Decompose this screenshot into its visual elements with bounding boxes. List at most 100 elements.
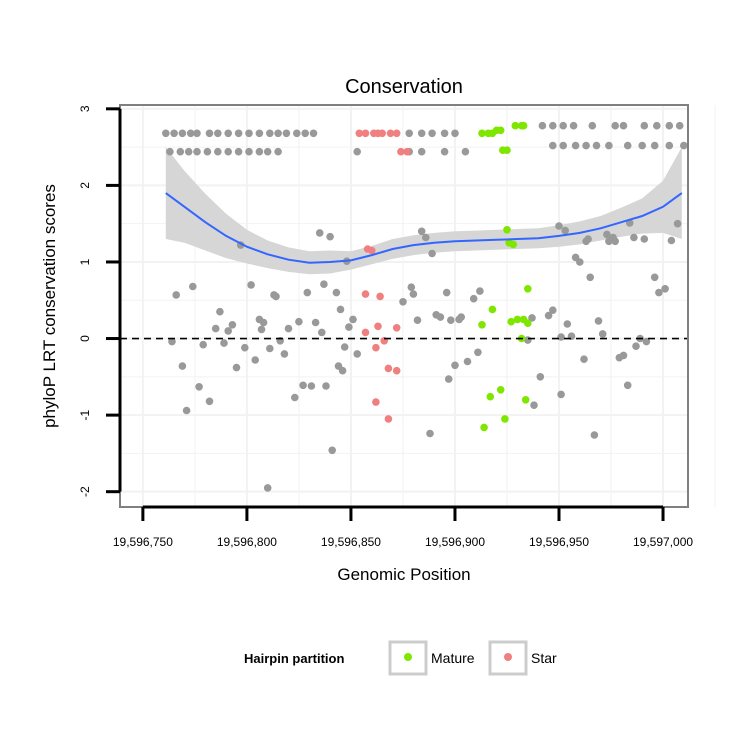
x-tick-label: 19,596,750 [113,535,173,549]
data-point-star [361,290,370,298]
data-point-other [272,292,280,301]
data-point-other [284,324,293,333]
data-point-other [184,147,193,156]
data-point-star [384,364,393,373]
data-point-other [176,147,185,156]
data-point-other [266,344,274,353]
data-point-other [336,305,345,314]
data-point-other [224,327,232,335]
data-point-other [349,315,357,324]
data-point-other [353,147,362,156]
data-point-mature [501,415,509,423]
y-tick-label: -1 [78,409,92,420]
data-point-other [642,337,651,346]
data-point-other [182,406,191,415]
data-point-other [582,141,590,150]
data-point-mature [524,285,532,293]
data-point-other [619,351,628,360]
data-point-other [353,350,362,358]
data-point-other [440,147,449,156]
data-point-other [442,288,451,297]
data-point-other [422,233,430,242]
data-point-other [263,147,272,156]
data-point-other [428,249,436,258]
data-point-other [559,141,567,150]
data-point-other [463,357,472,366]
axes-layer: 19,596,750 19,596,800 19,596,850 19,596,900… [78,104,693,549]
data-point-other [640,235,649,243]
data-point-other [234,129,243,138]
data-point-star [372,398,380,406]
data-point-other [280,350,289,358]
data-point-other [619,121,628,130]
data-point-other [611,121,619,130]
data-point-other [530,401,538,410]
x-tick-label: 19,596,850 [321,535,381,549]
legend: Hairpin partition Mature Star [244,640,557,676]
data-point-other [251,356,259,364]
data-point-other [205,397,214,406]
data-point-other [417,129,426,138]
data-point-other [549,306,557,315]
data-point-other [655,288,663,297]
data-point-other [259,318,268,327]
data-point-other [299,381,307,390]
x-axis-title: Genomic Position [337,565,470,584]
legend-label-star: Star [531,650,557,666]
data-point-mature [511,121,520,130]
data-point-other [665,141,674,150]
data-point-other [326,232,334,241]
x-tick-label: 19,596,950 [529,535,589,549]
data-point-other [205,129,214,138]
data-point-other [590,431,599,439]
data-point-star [397,147,405,156]
data-point-other [457,313,466,321]
data-point-other [168,337,176,346]
data-point-mature [509,240,517,249]
data-point-other [224,147,232,156]
data-point-other [417,227,426,236]
data-point-other [476,287,484,295]
data-point-other [322,382,330,390]
data-point-other [603,230,611,239]
data-point-other [407,283,416,292]
data-point-other [291,393,299,402]
data-point-other [303,288,312,297]
data-point-mature [513,315,522,324]
data-point-other [178,129,187,138]
data-point-other [653,121,661,130]
data-point-star [392,129,401,138]
data-point-mature [521,396,530,404]
data-point-other [561,226,569,235]
chart-title: Conservation [345,76,463,98]
data-point-mature [503,146,511,154]
data-point-other [186,129,195,138]
data-point-star [361,129,370,138]
y-tick-label: -2 [78,486,92,497]
data-point-star [374,322,382,331]
data-point-other [586,273,594,282]
data-point-other [555,222,563,230]
data-point-other [428,129,436,138]
data-point-other [193,147,201,156]
smooth-line [165,192,683,264]
data-point-other [623,381,632,390]
data-point-other [307,382,316,390]
data-point-other [245,129,253,138]
data-point-other [549,121,557,130]
data-point-star [392,324,401,332]
data-point-other [311,318,320,327]
data-point-other [241,343,249,352]
x-tick-label: 19,596,800 [217,535,277,549]
data-point-other [318,328,326,337]
data-point-other [536,373,545,381]
data-point-other [549,141,557,150]
data-point-other [263,484,272,492]
data-point-star [378,129,387,138]
data-point-other [580,355,588,364]
data-point-other [611,237,619,246]
data-point-other [576,258,584,266]
data-point-other [232,363,241,372]
data-point-other [340,343,349,351]
